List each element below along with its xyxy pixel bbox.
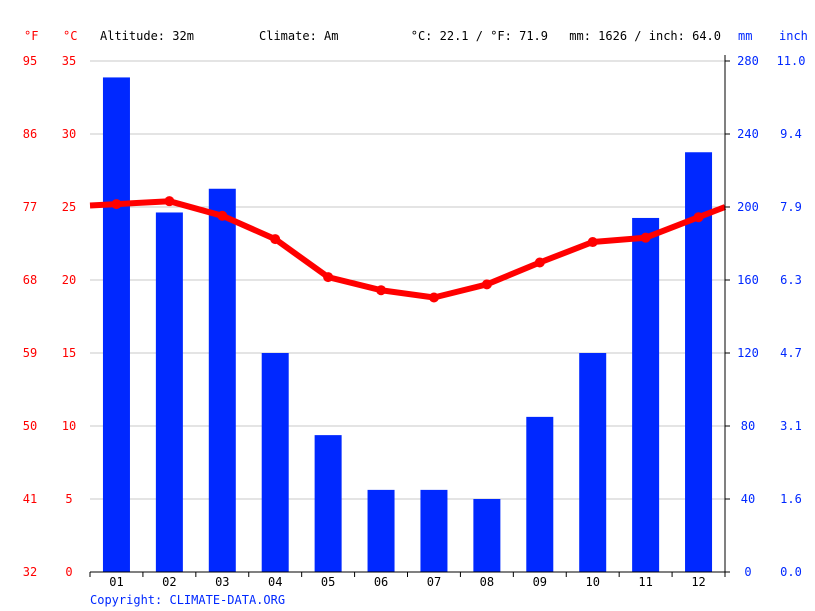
inch-tick-label: 11.0 [777, 54, 806, 68]
temperature-point [270, 234, 281, 245]
celsius-tick-label: 15 [62, 346, 76, 360]
copyright-text: Copyright: CLIMATE-DATA.ORG [90, 593, 285, 607]
celsius-unit-label: °C [63, 29, 77, 43]
altitude-text: Altitude: 32m [100, 29, 194, 43]
month-tick-label: 05 [321, 575, 335, 589]
fahrenheit-tick-label: 68 [23, 273, 37, 287]
mm-tick-label: 0 [744, 565, 751, 579]
precipitation-bar [102, 77, 130, 573]
grid-lines [90, 60, 725, 500]
fahrenheit-tick-label: 50 [23, 419, 37, 433]
fahrenheit-tick-label: 77 [23, 200, 37, 214]
mm-unit-label: mm [738, 29, 752, 43]
celsius-tick-label: 10 [62, 419, 76, 433]
precipitation-bar [473, 499, 501, 572]
fahrenheit-unit-label: °F [24, 29, 38, 43]
mm-tick-label: 40 [741, 492, 755, 506]
celsius-tick-label: 25 [62, 200, 76, 214]
celsius-tick-label: 20 [62, 273, 76, 287]
temperature-point [217, 210, 228, 221]
fahrenheit-tick-label: 95 [23, 54, 37, 68]
temperature-point [323, 272, 334, 283]
month-tick-label: 10 [585, 575, 599, 589]
temperature-line [89, 196, 727, 303]
precipitation-bar [632, 217, 660, 572]
precipitation-bar [579, 353, 607, 572]
month-tick-label: 09 [533, 575, 547, 589]
mm-tick-label: 120 [737, 346, 759, 360]
inch-tick-label: 0.0 [780, 565, 802, 579]
month-tick-label: 03 [215, 575, 229, 589]
climate-text: Climate: Am [259, 29, 338, 43]
inch-tick-label: 1.6 [780, 492, 802, 506]
precipitation-average-text: mm: 1626 / inch: 64.0 [569, 29, 721, 43]
precipitation-bar [526, 416, 554, 572]
mm-tick-label: 200 [737, 200, 759, 214]
precipitation-bar [261, 353, 289, 572]
temperature-point [481, 279, 492, 290]
precipitation-bar [367, 489, 395, 572]
month-tick-label: 11 [638, 575, 652, 589]
mm-tick-label: 80 [741, 419, 755, 433]
mm-tick-label: 280 [737, 54, 759, 68]
month-tick-label: 04 [268, 575, 282, 589]
inch-tick-label: 6.3 [780, 273, 802, 287]
inch-tick-label: 9.4 [780, 127, 802, 141]
month-tick-label: 02 [162, 575, 176, 589]
precipitation-bar [155, 212, 183, 572]
mm-tick-label: 240 [737, 127, 759, 141]
tick-labels: 95 35 280 11.0 86 30 240 9.4 77 25 200 7.9 68 20 160 6.… [23, 54, 806, 589]
inch-unit-label: inch [779, 29, 808, 43]
temperature-point [587, 237, 598, 248]
fahrenheit-tick-label: 32 [23, 565, 37, 579]
month-tick-label: 12 [691, 575, 705, 589]
inch-tick-label: 3.1 [780, 419, 802, 433]
precipitation-bar [420, 489, 448, 572]
axes [89, 55, 730, 577]
fahrenheit-tick-label: 86 [23, 127, 37, 141]
temperature-point [640, 232, 651, 243]
fahrenheit-tick-label: 59 [23, 346, 37, 360]
temperature-point [428, 292, 439, 303]
inch-tick-label: 7.9 [780, 200, 802, 214]
month-tick-label: 06 [374, 575, 388, 589]
celsius-tick-label: 0 [65, 565, 72, 579]
temperature-average-text: °C: 22.1 / °F: 71.9 [411, 29, 548, 43]
celsius-tick-label: 35 [62, 54, 76, 68]
temperature-point [693, 212, 704, 223]
temperature-point [534, 257, 545, 268]
temperature-point [111, 199, 122, 210]
inch-tick-label: 4.7 [780, 346, 802, 360]
temperature-line-path [89, 198, 727, 301]
mm-tick-label: 160 [737, 273, 759, 287]
precipitation-bar [208, 188, 236, 572]
precipitation-bars [102, 77, 713, 573]
celsius-tick-label: 5 [65, 492, 72, 506]
temperature-point [164, 196, 175, 207]
precipitation-bar [314, 435, 342, 572]
month-tick-label: 07 [427, 575, 441, 589]
month-tick-label: 08 [480, 575, 494, 589]
fahrenheit-tick-label: 41 [23, 492, 37, 506]
month-tick-label: 01 [109, 575, 123, 589]
temperature-point [376, 285, 387, 296]
celsius-tick-label: 30 [62, 127, 76, 141]
